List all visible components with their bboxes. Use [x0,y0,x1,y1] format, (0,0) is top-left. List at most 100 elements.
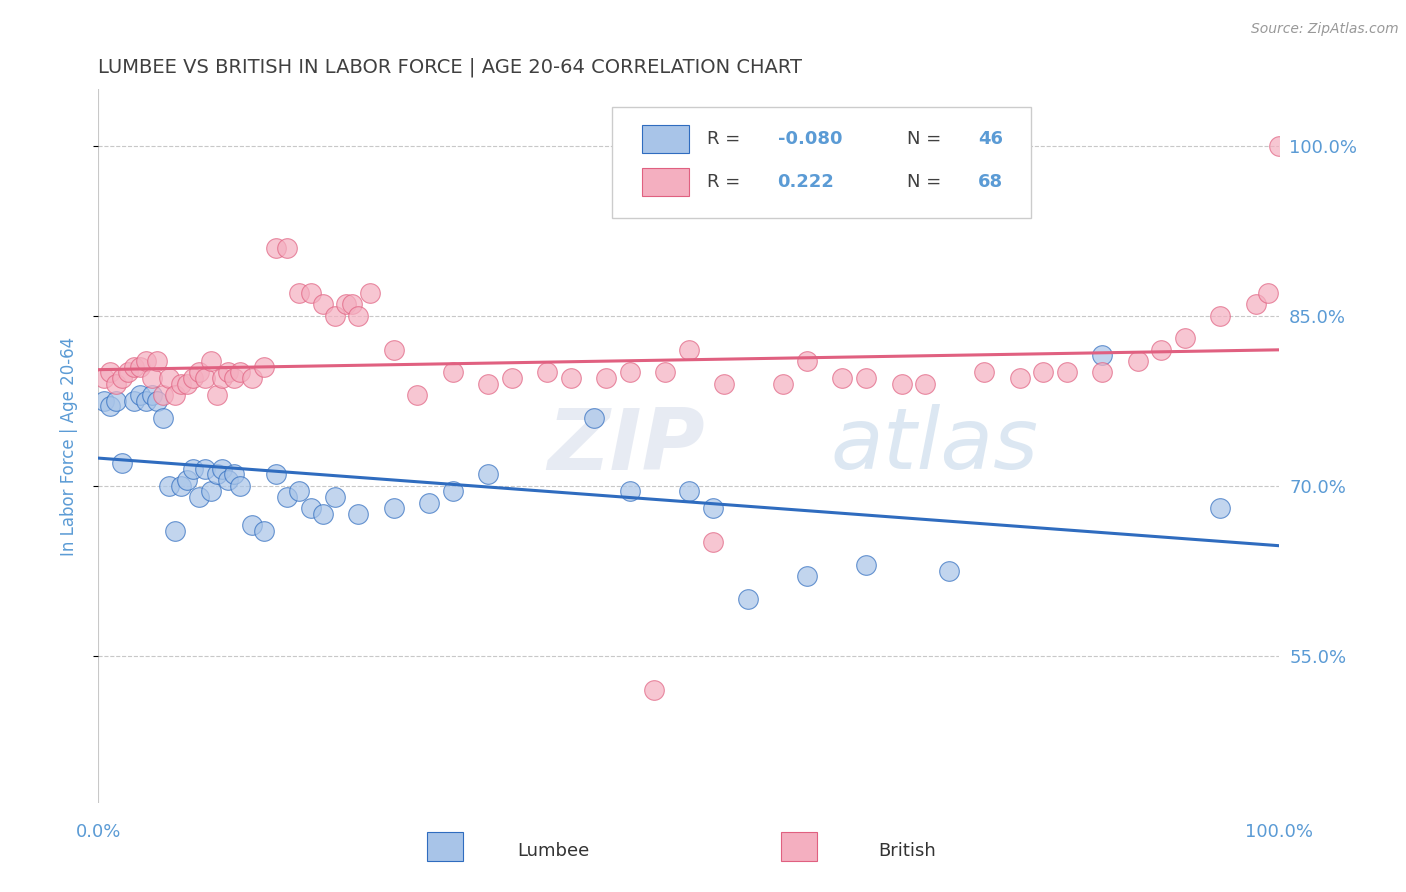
Point [98,365,121,379]
Point [93,371,115,385]
Point [678,484,700,499]
Point [111,456,134,470]
Point [157,478,180,492]
Point [382,343,405,357]
Point [1244,297,1267,311]
Point [890,376,912,391]
Text: British: British [879,842,936,860]
Point [323,309,346,323]
Point [1257,286,1279,301]
Point [583,410,606,425]
Point [146,354,169,368]
Point [1209,309,1232,323]
Point [111,371,134,385]
Point [224,467,246,482]
Point [105,393,128,408]
Text: N =: N = [907,130,948,148]
Point [938,564,960,578]
Point [1209,501,1232,516]
Point [619,484,641,499]
Text: R =: R = [707,130,745,148]
Point [152,410,174,425]
Point [737,591,759,606]
Point [240,371,263,385]
Text: 68: 68 [979,173,1004,191]
Point [1008,371,1031,385]
Point [702,501,724,516]
Point [240,518,263,533]
Point [170,478,193,492]
Point [1091,365,1114,379]
Text: 0.0%: 0.0% [76,823,121,841]
Point [217,473,239,487]
Point [253,359,276,374]
Point [157,371,180,385]
Point [98,400,121,414]
Point [1268,138,1291,153]
Point [702,535,724,549]
Point [205,388,228,402]
Point [441,365,464,379]
Point [342,297,364,311]
Text: R =: R = [707,173,745,191]
Point [105,376,128,391]
Point [217,365,239,379]
Point [165,524,187,538]
Point [335,297,357,311]
FancyBboxPatch shape [427,832,463,861]
Point [211,461,233,475]
Point [441,484,464,499]
Point [135,393,157,408]
Point [477,467,499,482]
Point [288,286,311,301]
Text: ZIP: ZIP [547,404,704,488]
Text: Source: ZipAtlas.com: Source: ZipAtlas.com [1251,22,1399,37]
Point [855,371,877,385]
Point [796,354,818,368]
Point [312,507,335,521]
Point [181,371,204,385]
Point [713,376,735,391]
Point [595,371,617,385]
Point [152,388,174,402]
Text: -0.080: -0.080 [778,130,842,148]
Point [1126,354,1149,368]
Point [312,297,335,311]
Point [264,241,287,255]
Point [170,376,193,391]
Point [973,365,995,379]
Point [176,473,198,487]
Point [418,495,440,509]
Point [93,393,115,408]
FancyBboxPatch shape [782,832,817,861]
Point [135,354,157,368]
Point [406,388,429,402]
FancyBboxPatch shape [641,168,689,196]
Point [264,467,287,482]
Point [146,393,169,408]
Point [796,569,818,583]
Point [165,388,187,402]
Point [141,388,163,402]
Point [128,388,150,402]
Point [536,365,558,379]
Text: 46: 46 [979,130,1004,148]
Point [276,241,298,255]
Point [772,376,794,391]
Point [477,376,499,391]
Point [229,365,252,379]
Point [914,376,936,391]
Text: LUMBEE VS BRITISH IN LABOR FORCE | AGE 20-64 CORRELATION CHART: LUMBEE VS BRITISH IN LABOR FORCE | AGE 2… [98,57,803,77]
Text: N =: N = [907,173,948,191]
Point [253,524,276,538]
Point [654,365,676,379]
Point [1174,331,1197,345]
Point [347,309,370,323]
Point [299,286,322,301]
Point [205,467,228,482]
Point [211,371,233,385]
Point [560,371,582,385]
Point [117,365,139,379]
Point [224,371,246,385]
Point [678,343,700,357]
